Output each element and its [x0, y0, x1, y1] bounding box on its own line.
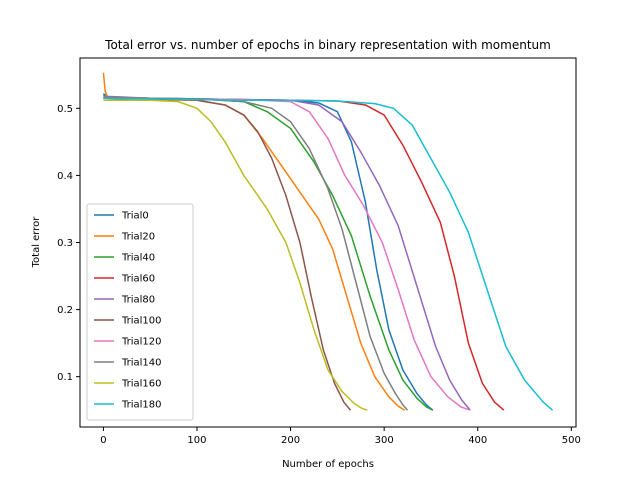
y-axis-label: Total error — [31, 216, 42, 269]
legend-label: Trial100 — [121, 316, 162, 327]
chart-title: Total error vs. number of epochs in bina… — [104, 38, 551, 52]
y-axis-ticks: 0.1 0.2 0.3 0.4 0.5 — [57, 104, 80, 383]
x-tick-label: 300 — [375, 435, 394, 446]
legend: Trial0 Trial20 Trial40 Trial60 Trial80 Trial1… — [86, 203, 194, 421]
x-axis-label: Number of epochs — [282, 459, 374, 470]
legend-label: Trial140 — [121, 358, 162, 369]
y-tick-label: 0.3 — [57, 238, 73, 249]
legend-label: Trial160 — [121, 379, 162, 390]
x-tick-label: 400 — [468, 435, 487, 446]
legend-label: Trial180 — [121, 400, 162, 411]
y-tick-label: 0.4 — [57, 171, 73, 182]
plot-lines — [102, 72, 554, 411]
legend-label: Trial60 — [121, 274, 155, 285]
legend-label: Trial20 — [121, 232, 155, 243]
legend-label: Trial120 — [121, 337, 162, 348]
legend-box — [86, 203, 194, 421]
x-tick-label: 200 — [281, 435, 300, 446]
series-line-trial160 — [103, 99, 368, 411]
series-line-trial180 — [103, 97, 554, 411]
legend-label: Trial80 — [121, 295, 155, 306]
x-tick-label: 0 — [100, 435, 106, 446]
x-tick-label: 100 — [187, 435, 206, 446]
x-axis-ticks: 0 100 200 300 400 500 — [100, 427, 581, 446]
legend-label: Trial40 — [121, 253, 155, 264]
x-tick-label: 500 — [562, 435, 581, 446]
y-tick-label: 0.2 — [57, 305, 73, 316]
legend-label: Trial0 — [121, 211, 149, 222]
y-tick-label: 0.1 — [57, 372, 73, 383]
y-tick-label: 0.5 — [57, 104, 73, 115]
